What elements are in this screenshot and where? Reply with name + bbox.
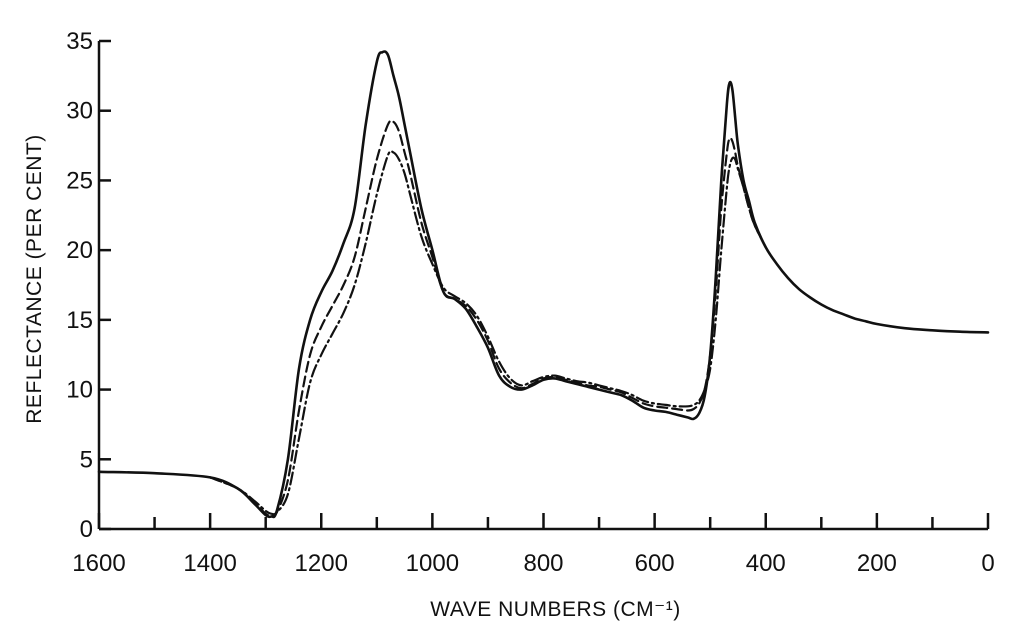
- series-line-solid: [97, 50, 990, 519]
- x-tick-label: 1400: [183, 550, 236, 577]
- series-line-dashed: [209, 119, 767, 517]
- y-tick-label: 20: [66, 237, 93, 264]
- series-line-dash-dot: [209, 149, 767, 516]
- y-tick-label: 15: [66, 307, 93, 334]
- x-tick-label: 1200: [295, 550, 348, 577]
- y-tick-label: 0: [80, 516, 93, 543]
- y-tick-label: 25: [66, 167, 93, 194]
- x-tick-label: 200: [857, 550, 897, 577]
- y-tick-label: 5: [80, 446, 93, 473]
- y-tick-label: 30: [66, 98, 93, 125]
- data-series: [97, 50, 990, 519]
- y-axis-title: REFLECTANCE (PER CENT): [23, 134, 46, 423]
- x-axis-ticks: 1600 1400 1200 1000 800 600 400 200 0: [72, 513, 995, 577]
- x-tick-label: 600: [635, 550, 675, 577]
- y-tick-label: 35: [66, 28, 93, 55]
- x-tick-label: 1600: [72, 550, 125, 577]
- x-tick-label: 1000: [406, 550, 459, 577]
- y-axis-ticks: 0 5 10 15 20 25 30 35: [66, 28, 111, 543]
- x-tick-label: 0: [981, 550, 994, 577]
- x-tick-label: 800: [523, 550, 563, 577]
- x-axis-title: WAVE NUMBERS (CM⁻¹): [430, 598, 680, 621]
- y-tick-label: 10: [66, 377, 93, 404]
- axes: [97, 41, 988, 531]
- x-tick-label: 400: [746, 550, 786, 577]
